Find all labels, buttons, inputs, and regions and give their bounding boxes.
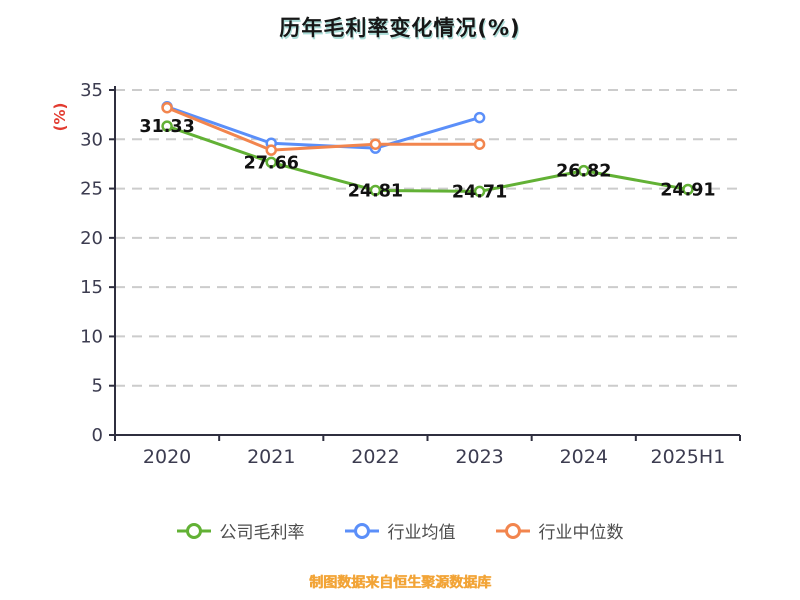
data-point [473, 185, 486, 198]
x-tick-label: 2025H1 [651, 446, 726, 468]
data-point [369, 184, 382, 197]
legend-label: 行业均值 [387, 523, 456, 543]
data-labels: 31.33 27.66 24.81 24.71 26.82 24.91 [139, 117, 715, 202]
data-point [265, 156, 277, 169]
x-tick-label: 2021 [247, 446, 295, 468]
legend-marker-icon [495, 522, 530, 539]
data-point [161, 120, 173, 132]
data-point [473, 138, 486, 150]
legend-marker-icon [176, 522, 211, 539]
data-label: 24.71 [452, 182, 507, 202]
x-tick-label: 2024 [560, 446, 608, 468]
chart-title: 历年毛利率变化情况(%) [279, 16, 521, 40]
data-label: 24.81 [348, 181, 403, 201]
y-tick-label: 25 [80, 179, 103, 200]
data-point [161, 101, 173, 114]
x-tick-label: 2020 [143, 446, 191, 468]
data-point [265, 144, 277, 156]
data-point [682, 183, 694, 196]
y-tick-label: 5 [92, 376, 103, 397]
y-axis-label: (%) [51, 102, 69, 132]
y-tick-label: 20 [80, 228, 103, 249]
legend-label: 行业中位数 [538, 523, 624, 543]
legend-marker-icon [344, 522, 379, 539]
chart-legend: 公司毛利率 行业均值 行业中位数 [0, 518, 800, 543]
data-label: 24.91 [660, 180, 715, 200]
y-tick-label: 35 [80, 80, 103, 101]
data-label: 27.66 [244, 153, 299, 173]
legend-item-0[interactable]: 公司毛利率 [176, 518, 305, 543]
axes: 0 5 10 15 20 25 30 35 2020 2021 2022 2023 2024 2025H1 [80, 80, 741, 468]
y-tick-label: 15 [80, 277, 103, 298]
x-tick-label: 2023 [455, 446, 503, 468]
chart-canvas: 0 5 10 15 20 25 30 35 2020 2021 2022 2023 2024 2025H1… [80, 80, 741, 468]
y-tick-label: 30 [80, 129, 103, 150]
series-2 [161, 101, 486, 156]
data-point [578, 164, 590, 177]
x-tick-label: 2022 [351, 446, 399, 468]
data-point [473, 111, 486, 124]
data-point [369, 138, 382, 150]
y-tick-label: 10 [80, 326, 103, 347]
legend-item-2[interactable]: 行业中位数 [495, 518, 624, 543]
data-label: 31.33 [139, 117, 194, 137]
legend-item-1[interactable]: 行业均值 [344, 518, 456, 543]
series-0 [161, 120, 694, 198]
y-tick-label: 0 [92, 425, 103, 446]
legend-label: 公司毛利率 [219, 523, 305, 543]
data-source-note: 制图数据来自恒生聚源数据库 [309, 575, 491, 591]
gridlines [115, 89, 740, 387]
data-label: 26.82 [556, 162, 611, 182]
